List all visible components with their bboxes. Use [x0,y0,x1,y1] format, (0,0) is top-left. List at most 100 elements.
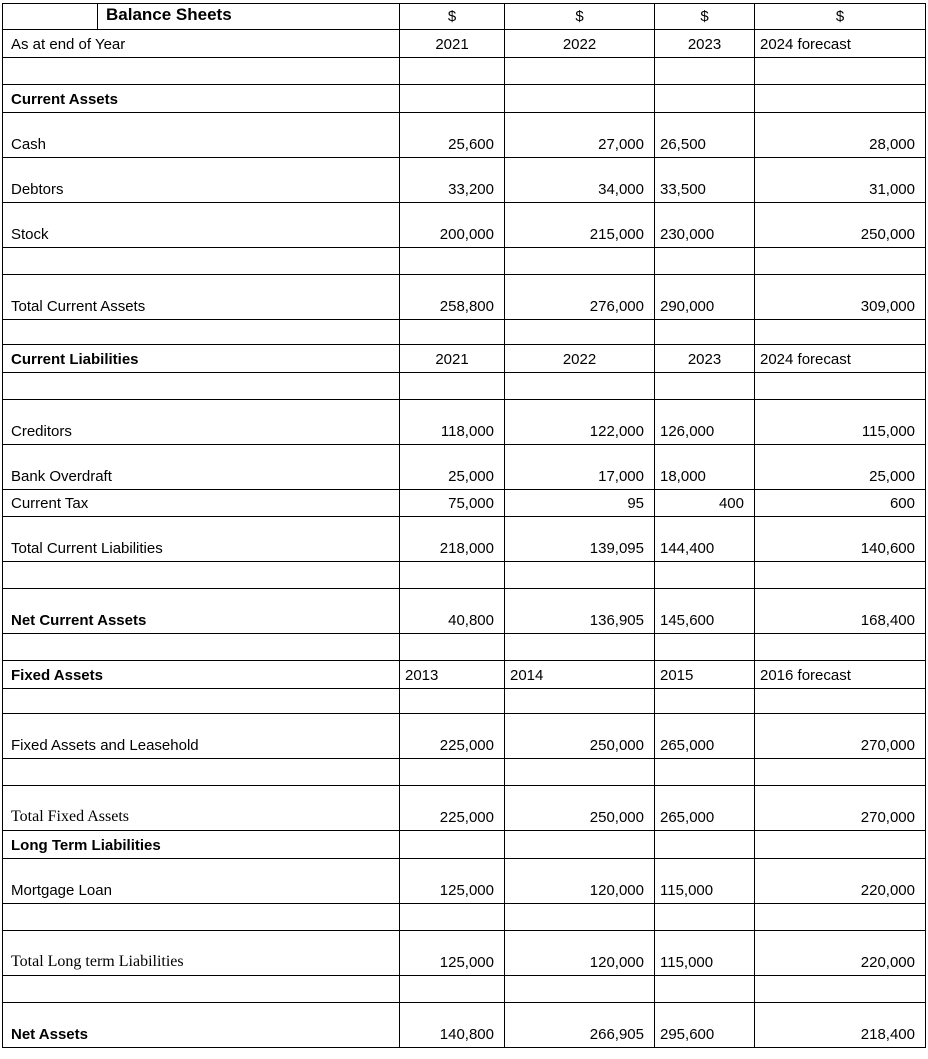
cell-col1: 225,000 [399,713,505,759]
table-row-total-fixed-assets: Total Fixed Assets 225,000 250,000 265,000 2… [2,785,926,831]
table-row-spacer [2,319,926,345]
cell-col1 [399,247,505,275]
table-row-fixed-assets-and-leasehold: Fixed Assets and Leasehold 225,000 250,000… [2,713,926,759]
cell-col1 [399,57,505,85]
cell-col4: 220,000 [754,930,926,976]
cell-col3: 26,500 [654,112,755,158]
row-label [2,975,400,1003]
cell-col4: 270,000 [754,785,926,831]
cell-col2 [504,319,655,345]
cell-col3: 290,000 [654,274,755,320]
cell-col1: 125,000 [399,930,505,976]
cell-col3: 2023 [654,344,755,373]
cell-col4 [754,561,926,589]
table-row-total-current-liabilities: Total Current Liabilities 218,000 139,095 1… [2,516,926,562]
table-row-debtors: Debtors 33,200 34,000 33,500 31,000 [2,157,926,203]
cell-col2 [504,975,655,1003]
table-row-fixed-assets: Fixed Assets 2013 2014 2015 2016 forecast [2,660,926,689]
cell-col3: 2023 [654,29,755,58]
table-row-spacer [2,633,926,661]
table-row-spacer [2,372,926,400]
cell-col2: 17,000 [504,444,655,490]
row-label [2,903,400,931]
cell-col3 [654,975,755,1003]
cell-col1: 225,000 [399,785,505,831]
cell-col3 [654,319,755,345]
table-row-spacer [2,975,926,1003]
cell-col3: 230,000 [654,202,755,248]
row-label [2,758,400,786]
table-row-current-liabilities: Current Liabilities 2021 2022 2023 2024 fore… [2,344,926,373]
cell-col4: 220,000 [754,858,926,904]
row-label [2,633,400,661]
cell-col3: 144,400 [654,516,755,562]
cell-col1: 25,600 [399,112,505,158]
table-row-long-term-liabilities: Long Term Liabilities [2,830,926,859]
cell-col4 [754,830,926,859]
cell-col4: 2024 forecast [754,29,926,58]
cell-col1 [399,975,505,1003]
table-row-cash: Cash 25,600 27,000 26,500 28,000 [2,112,926,158]
cell-col1 [399,688,505,714]
cell-col2 [504,830,655,859]
cell-col1 [399,903,505,931]
cell-col3: 2015 [654,660,755,689]
table-row-total-long-term-liabilities: Total Long term Liabilities 125,000 120,00… [2,930,926,976]
cell-col3 [654,633,755,661]
row-label: Bank Overdraft [2,444,400,490]
cell-col4: 115,000 [754,399,926,445]
cell-col2 [504,903,655,931]
cell-col4 [754,319,926,345]
cell-col1 [399,561,505,589]
cell-col2: 276,000 [504,274,655,320]
cell-col1 [399,758,505,786]
cell-col2: 27,000 [504,112,655,158]
row-label: Net Assets [2,1002,400,1048]
cell-col2: 120,000 [504,930,655,976]
balance-sheet-table: Balance Sheets $ $ $ $ As at end of Year 2021 2… [2,3,926,1048]
row-label: Net Current Assets [2,588,400,634]
cell-col2: 95 [504,489,655,517]
cell-col2 [504,688,655,714]
cell-col3: 115,000 [654,858,755,904]
cell-col1: 118,000 [399,399,505,445]
table-title: Balance Sheets [97,3,400,30]
cell-col4 [754,903,926,931]
cell-col2 [504,561,655,589]
cell-col2 [504,57,655,85]
cell-col1 [399,84,505,113]
cell-col4: 600 [754,489,926,517]
table-row-balance-sheets: Balance Sheets $ $ $ $ [2,3,926,30]
table-row-spacer [2,247,926,275]
cell-col2 [504,372,655,400]
cell-col3: 400 [654,489,755,517]
row-label [2,561,400,589]
cell-col2 [504,84,655,113]
cell-col3: 18,000 [654,444,755,490]
corner-cell [2,3,98,30]
cell-col1: 33,200 [399,157,505,203]
table-row-spacer [2,903,926,931]
cell-col4 [754,84,926,113]
cell-col2: 215,000 [504,202,655,248]
cell-col3: 295,600 [654,1002,755,1048]
cell-col4 [754,758,926,786]
cell-col4: 31,000 [754,157,926,203]
cell-col4: 309,000 [754,274,926,320]
row-label: Creditors [2,399,400,445]
cell-col4 [754,975,926,1003]
cell-col4: 250,000 [754,202,926,248]
cell-col3: 115,000 [654,930,755,976]
row-label: Current Tax [2,489,400,517]
balance-sheet-table-body: Balance Sheets $ $ $ $ As at end of Year 2021 2… [2,3,926,1048]
cell-col4: 218,400 [754,1002,926,1048]
cell-col2: 250,000 [504,713,655,759]
cell-col1: 125,000 [399,858,505,904]
cell-col3: 126,000 [654,399,755,445]
cell-col1: 40,800 [399,588,505,634]
cell-col2: $ [504,3,655,30]
cell-col1: 25,000 [399,444,505,490]
table-row-stock: Stock 200,000 215,000 230,000 250,000 [2,202,926,248]
cell-col1: 218,000 [399,516,505,562]
row-label: Cash [2,112,400,158]
